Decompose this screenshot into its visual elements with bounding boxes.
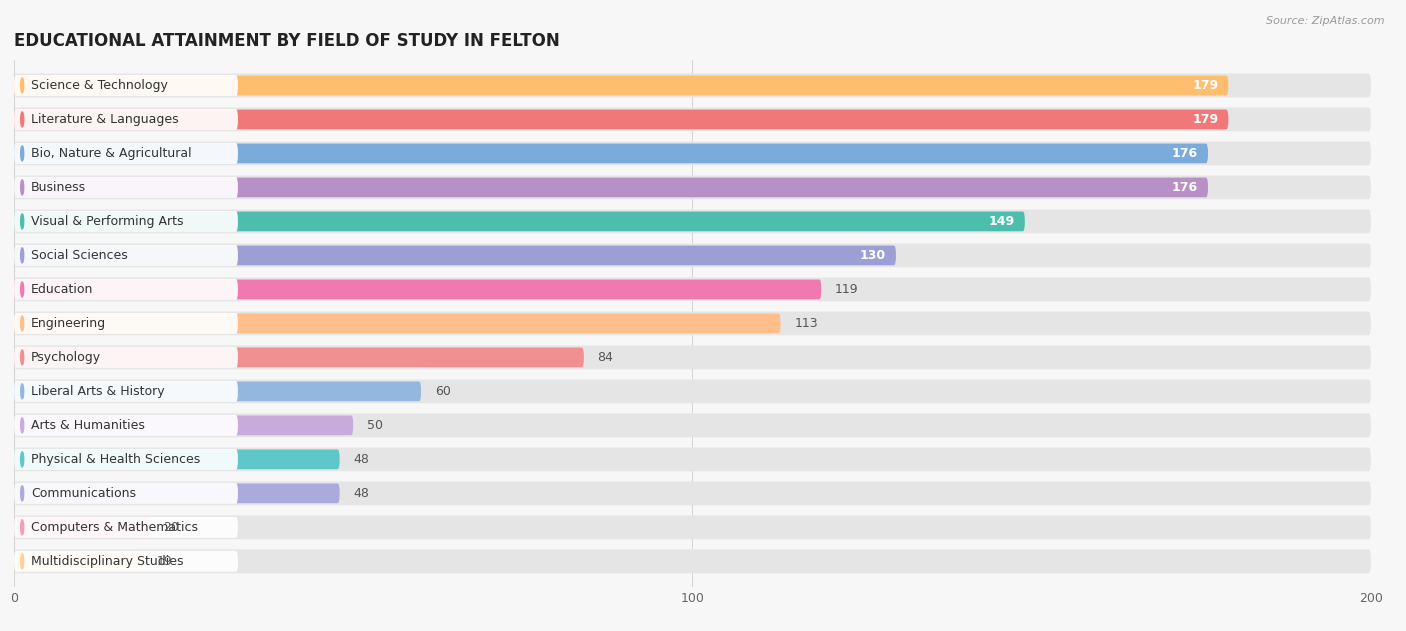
Circle shape: [21, 520, 24, 535]
Circle shape: [21, 248, 24, 263]
FancyBboxPatch shape: [14, 483, 238, 504]
FancyBboxPatch shape: [14, 381, 238, 402]
Text: 113: 113: [794, 317, 818, 330]
FancyBboxPatch shape: [14, 415, 353, 435]
Circle shape: [21, 146, 24, 161]
FancyBboxPatch shape: [14, 517, 150, 537]
Circle shape: [21, 384, 24, 399]
FancyBboxPatch shape: [14, 141, 1371, 165]
FancyBboxPatch shape: [14, 209, 1371, 233]
FancyBboxPatch shape: [14, 516, 1371, 540]
Text: Source: ZipAtlas.com: Source: ZipAtlas.com: [1267, 16, 1385, 26]
Text: 20: 20: [163, 521, 179, 534]
Text: Visual & Performing Arts: Visual & Performing Arts: [31, 215, 184, 228]
FancyBboxPatch shape: [14, 280, 821, 299]
FancyBboxPatch shape: [14, 278, 1371, 301]
Text: Computers & Mathematics: Computers & Mathematics: [31, 521, 198, 534]
Text: Education: Education: [31, 283, 93, 296]
FancyBboxPatch shape: [14, 211, 238, 232]
Circle shape: [21, 486, 24, 501]
FancyBboxPatch shape: [14, 348, 583, 367]
Circle shape: [21, 214, 24, 229]
FancyBboxPatch shape: [14, 550, 1371, 573]
FancyBboxPatch shape: [14, 211, 1025, 232]
FancyBboxPatch shape: [14, 75, 238, 96]
FancyBboxPatch shape: [14, 551, 238, 572]
Text: 179: 179: [1192, 113, 1218, 126]
Text: 179: 179: [1192, 79, 1218, 92]
FancyBboxPatch shape: [14, 481, 1371, 505]
Text: 50: 50: [367, 419, 382, 432]
Text: 149: 149: [988, 215, 1015, 228]
Text: 176: 176: [1171, 147, 1198, 160]
Text: Communications: Communications: [31, 487, 136, 500]
FancyBboxPatch shape: [14, 175, 1371, 199]
FancyBboxPatch shape: [14, 279, 238, 300]
FancyBboxPatch shape: [14, 346, 1371, 369]
Text: 119: 119: [835, 283, 859, 296]
FancyBboxPatch shape: [14, 74, 1371, 97]
FancyBboxPatch shape: [14, 312, 1371, 335]
Circle shape: [21, 316, 24, 331]
FancyBboxPatch shape: [14, 177, 238, 198]
Text: 60: 60: [434, 385, 450, 398]
Text: 19: 19: [156, 555, 173, 568]
FancyBboxPatch shape: [14, 517, 238, 538]
Text: Social Sciences: Social Sciences: [31, 249, 128, 262]
Circle shape: [21, 78, 24, 93]
Text: Psychology: Psychology: [31, 351, 101, 364]
Circle shape: [21, 452, 24, 467]
Text: 84: 84: [598, 351, 613, 364]
Text: Physical & Health Sciences: Physical & Health Sciences: [31, 453, 200, 466]
Text: Literature & Languages: Literature & Languages: [31, 113, 179, 126]
Circle shape: [21, 180, 24, 195]
FancyBboxPatch shape: [14, 379, 1371, 403]
Text: 130: 130: [859, 249, 886, 262]
Text: EDUCATIONAL ATTAINMENT BY FIELD OF STUDY IN FELTON: EDUCATIONAL ATTAINMENT BY FIELD OF STUDY…: [14, 32, 560, 50]
FancyBboxPatch shape: [14, 109, 238, 130]
FancyBboxPatch shape: [14, 244, 1371, 268]
FancyBboxPatch shape: [14, 143, 238, 164]
FancyBboxPatch shape: [14, 483, 340, 503]
Text: Business: Business: [31, 181, 86, 194]
Text: 48: 48: [353, 453, 370, 466]
Text: Arts & Humanities: Arts & Humanities: [31, 419, 145, 432]
FancyBboxPatch shape: [14, 245, 238, 266]
FancyBboxPatch shape: [14, 177, 1208, 198]
Text: Liberal Arts & History: Liberal Arts & History: [31, 385, 165, 398]
FancyBboxPatch shape: [14, 76, 1229, 95]
FancyBboxPatch shape: [14, 447, 1371, 471]
Text: Multidisciplinary Studies: Multidisciplinary Studies: [31, 555, 184, 568]
Circle shape: [21, 418, 24, 433]
Text: 176: 176: [1171, 181, 1198, 194]
FancyBboxPatch shape: [14, 347, 238, 368]
Circle shape: [21, 350, 24, 365]
FancyBboxPatch shape: [14, 413, 1371, 437]
Circle shape: [21, 554, 24, 569]
FancyBboxPatch shape: [14, 551, 143, 571]
FancyBboxPatch shape: [14, 245, 896, 265]
Text: Science & Technology: Science & Technology: [31, 79, 167, 92]
Circle shape: [21, 112, 24, 127]
FancyBboxPatch shape: [14, 382, 422, 401]
FancyBboxPatch shape: [14, 110, 1229, 129]
FancyBboxPatch shape: [14, 415, 238, 436]
Text: Bio, Nature & Agricultural: Bio, Nature & Agricultural: [31, 147, 191, 160]
FancyBboxPatch shape: [14, 144, 1208, 163]
Text: Engineering: Engineering: [31, 317, 105, 330]
FancyBboxPatch shape: [14, 313, 238, 334]
FancyBboxPatch shape: [14, 314, 780, 333]
FancyBboxPatch shape: [14, 449, 340, 469]
Circle shape: [21, 282, 24, 297]
FancyBboxPatch shape: [14, 107, 1371, 131]
Text: 48: 48: [353, 487, 370, 500]
FancyBboxPatch shape: [14, 449, 238, 470]
